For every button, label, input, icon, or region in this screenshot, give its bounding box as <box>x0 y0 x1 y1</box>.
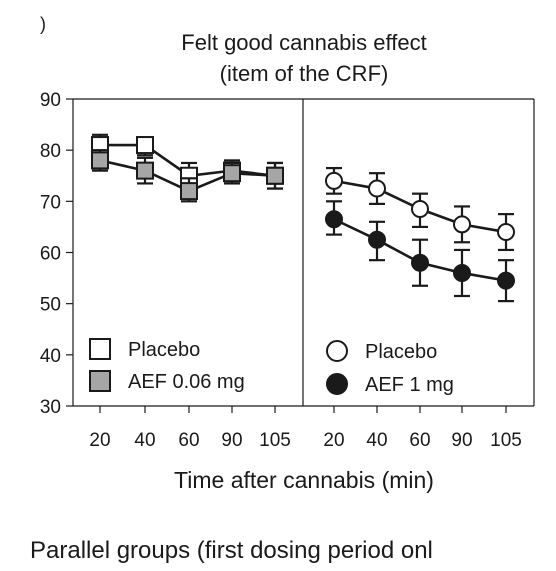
footer-caption: Parallel groups (first dosing period onl <box>30 537 433 564</box>
legend-label: Placebo <box>365 341 437 363</box>
data-point <box>180 182 198 201</box>
legend-label: AEF 0.06 mg <box>128 371 245 393</box>
x-tick-label: 40 <box>366 430 387 451</box>
x-tick-label: 90 <box>221 430 242 451</box>
data-point <box>136 136 154 155</box>
legend-swatch <box>326 340 348 362</box>
x-tick-label: 105 <box>490 430 522 451</box>
data-point <box>91 151 109 170</box>
y-tick-label: 50 <box>40 295 61 316</box>
panel-label: ) <box>40 14 46 34</box>
data-point <box>453 215 471 234</box>
x-tick-label: 20 <box>323 430 344 451</box>
chart-subtitle: (item of the CRF) <box>220 61 389 86</box>
legend-label: Placebo <box>128 339 200 361</box>
x-axis-label: Time after cannabis (min) <box>174 467 434 493</box>
x-tick-label: 60 <box>178 430 199 451</box>
y-tick-label: 60 <box>40 244 61 265</box>
y-tick-label: 40 <box>40 346 61 367</box>
data-point <box>266 166 284 185</box>
data-point <box>368 179 386 198</box>
y-tick-label: 30 <box>40 397 61 418</box>
data-point <box>497 271 515 290</box>
data-point <box>136 161 154 180</box>
data-point <box>497 223 515 242</box>
legend-swatch <box>89 338 111 360</box>
data-point <box>453 263 471 282</box>
data-point <box>325 210 343 229</box>
x-tick-label: 60 <box>409 430 430 451</box>
data-point <box>368 230 386 249</box>
x-tick-label: 40 <box>134 430 155 451</box>
data-point <box>223 164 241 183</box>
legend-label: AEF 1 mg <box>365 374 454 396</box>
y-tick-label: 80 <box>40 141 61 162</box>
data-point <box>411 253 429 272</box>
x-tick-label: 20 <box>89 430 110 451</box>
y-tick-label: 90 <box>40 90 61 111</box>
chart-title: Felt good cannabis effect <box>181 30 426 55</box>
legend-swatch <box>326 373 348 395</box>
data-point <box>411 200 429 219</box>
x-tick-label: 90 <box>451 430 472 451</box>
legend-swatch <box>89 370 111 392</box>
data-point <box>325 171 343 190</box>
y-tick-label: 70 <box>40 192 61 213</box>
x-tick-label: 105 <box>259 430 291 451</box>
